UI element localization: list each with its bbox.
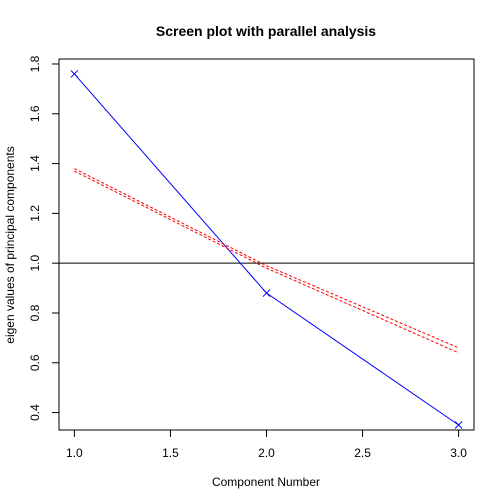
y-tick-label: 1.6 xyxy=(28,105,42,122)
y-axis: 0.4 0.6 0.8 1.0 1.2 1.4 1.6 1.8 xyxy=(28,55,60,421)
y-tick-label: 1.2 xyxy=(28,205,42,222)
y-tick-label: 1.8 xyxy=(28,55,42,72)
plot-area xyxy=(59,70,474,429)
x-tick-label: 2.5 xyxy=(354,446,371,460)
series-1-line xyxy=(73,73,459,426)
series-1-point xyxy=(454,421,463,429)
series-1-point xyxy=(262,289,271,297)
x-tick-label: 2.0 xyxy=(258,446,275,460)
chart-title: Screen plot with parallel analysis xyxy=(156,23,376,39)
x-tick-label: 1.0 xyxy=(66,446,83,460)
y-tick-label: 1.0 xyxy=(28,255,42,272)
y-axis-label: eigen values of principal components xyxy=(3,146,17,343)
series-2-line xyxy=(74,168,459,349)
x-axis-label: Component Number xyxy=(212,475,320,489)
series-1-point xyxy=(70,70,79,78)
y-tick-label: 0.6 xyxy=(28,354,42,371)
y-tick-label: 0.8 xyxy=(28,304,42,321)
x-tick-label: 1.5 xyxy=(162,446,179,460)
y-tick-label: 0.4 xyxy=(28,404,42,421)
plot-frame xyxy=(58,58,475,431)
x-tick-label: 3.0 xyxy=(450,446,467,460)
y-tick-label: 1.4 xyxy=(28,155,42,172)
x-axis: 1.0 1.5 2.0 2.5 3.0 xyxy=(66,429,467,460)
series-3-line xyxy=(74,170,459,354)
